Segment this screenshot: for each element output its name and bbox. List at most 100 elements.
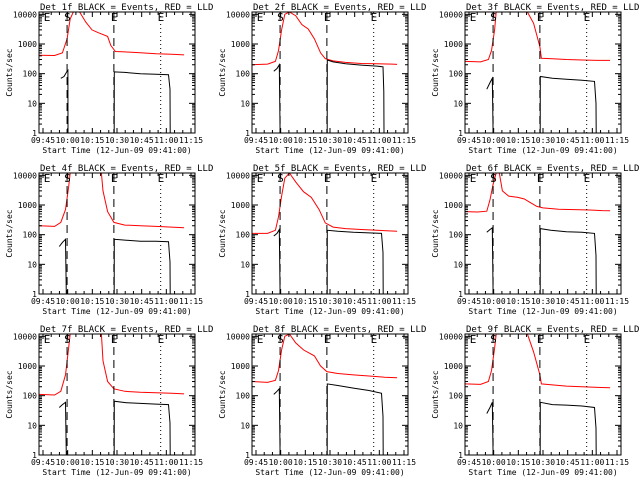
x-tick-label: 11:00	[367, 297, 391, 306]
series-events-line	[58, 238, 171, 294]
x-tick-label: 10:45	[343, 297, 367, 306]
chart-panel-6: 1 10 100 1000 10000 09:45 10:00 10:15 10:30 10:45…	[431, 164, 639, 316]
chart-panel-9: 1 10 100 1000 10000 09:45 10:00 10:15 10:30 10:45…	[431, 325, 639, 477]
x-tick-label: 11:15	[605, 458, 629, 467]
chart-title: Det 4f BLACK = Events, RED = LLD	[40, 164, 213, 174]
y-axis-label: Counts/sec	[431, 209, 440, 257]
y-axis-label: Counts/sec	[218, 209, 227, 257]
x-tick-label: 10:45	[556, 136, 580, 145]
y-tick-label: 10000	[13, 10, 37, 19]
plot-frame	[464, 333, 622, 456]
event-marker-label: S	[490, 172, 497, 185]
x-tick-label: 10:15	[506, 297, 530, 306]
event-marker-label: E	[257, 172, 264, 185]
event-marker-label: E	[584, 11, 591, 24]
y-tick-label: 100	[449, 70, 464, 79]
x-tick-label: 09:45	[457, 136, 481, 145]
x-tick-label: 09:45	[457, 458, 481, 467]
y-axis-label: Counts/sec	[431, 370, 440, 418]
event-marker-label: E	[371, 11, 378, 24]
x-tick-label: 10:30	[531, 297, 555, 306]
y-tick-label: 100	[236, 392, 251, 401]
x-tick-label: 11:15	[392, 458, 416, 467]
plot-frame	[251, 11, 409, 134]
x-axis-label: Start Time (12-Jun-09 09:41:00)	[468, 146, 617, 155]
chart-panel-5: 1 10 100 1000 10000 09:45 10:00 10:15 10:30 10:45…	[218, 164, 426, 316]
event-marker-label: E	[371, 172, 378, 185]
y-tick-label: 10000	[226, 332, 250, 341]
series-events-line	[58, 400, 171, 455]
event-marker-label: E	[257, 11, 264, 24]
x-tick-label: 10:30	[531, 458, 555, 467]
x-tick-label: 11:15	[605, 136, 629, 145]
chart-title: Det 9f BLACK = Events, RED = LLD	[466, 325, 639, 335]
y-tick-label: 1	[32, 451, 37, 460]
y-tick-label: 10000	[439, 332, 463, 341]
x-tick-label: 09:45	[31, 458, 55, 467]
x-tick-label: 11:15	[392, 136, 416, 145]
x-tick-label: 10:00	[56, 458, 80, 467]
x-axis-label: Start Time (12-Jun-09 09:41:00)	[42, 307, 191, 316]
event-marker-label: E	[470, 333, 477, 346]
x-tick-label: 09:45	[244, 458, 268, 467]
event-marker-label: E	[158, 172, 165, 185]
series-events-line	[486, 401, 597, 455]
x-tick-label: 10:00	[269, 136, 293, 145]
x-axis-label: Start Time (12-Jun-09 09:41:00)	[42, 146, 191, 155]
event-marker-label: E	[158, 333, 165, 346]
y-axis-label: Counts/sec	[5, 48, 14, 96]
y-tick-label: 100	[23, 392, 38, 401]
y-tick-label: 10	[27, 260, 37, 269]
y-tick-label: 1000	[444, 201, 463, 210]
chart-title: Det 1f BLACK = Events, RED = LLD	[40, 3, 213, 13]
event-marker-label: E	[470, 11, 477, 24]
x-tick-label: 10:30	[318, 297, 342, 306]
plot-frame	[38, 333, 196, 456]
series-events-line	[486, 226, 597, 294]
series-events-line	[273, 383, 384, 455]
series-group	[39, 173, 185, 294]
x-tick-label: 11:15	[392, 297, 416, 306]
x-tick-label: 10:45	[343, 136, 367, 145]
series-lld-line	[465, 334, 611, 389]
y-tick-label: 10	[27, 421, 37, 430]
x-tick-label: 10:45	[343, 458, 367, 467]
y-tick-label: 100	[236, 231, 251, 240]
y-tick-label: 1	[245, 290, 250, 299]
chart-panel-4: 1 10 100 1000 10000 09:45 10:00 10:15 10:30 10:45…	[5, 164, 213, 316]
y-tick-label: 1000	[18, 40, 37, 49]
event-marker-label: E	[371, 333, 378, 346]
y-tick-label: 10000	[439, 171, 463, 180]
x-tick-label: 10:15	[80, 458, 104, 467]
x-tick-label: 09:45	[457, 297, 481, 306]
chart-panel-3: 1 10 100 1000 10000 09:45 10:00 10:15 10:30 10:45…	[431, 3, 639, 155]
x-tick-label: 10:15	[506, 136, 530, 145]
y-tick-label: 10000	[13, 332, 37, 341]
series-group	[39, 334, 185, 455]
event-marker-label: E	[324, 333, 331, 346]
x-tick-label: 10:30	[105, 297, 129, 306]
event-marker-label: E	[537, 11, 544, 24]
event-marker-label: S	[490, 11, 497, 24]
y-tick-label: 1000	[18, 362, 37, 371]
event-marker-label: E	[537, 172, 544, 185]
x-tick-label: 10:30	[531, 136, 555, 145]
event-marker-label: E	[111, 11, 118, 24]
x-axis-label: Start Time (12-Jun-09 09:41:00)	[255, 146, 404, 155]
chart-panel-7: 1 10 100 1000 10000 09:45 10:00 10:15 10:30 10:45…	[5, 325, 213, 477]
event-marker-label: E	[324, 11, 331, 24]
x-axis-label: Start Time (12-Jun-09 09:41:00)	[255, 468, 404, 477]
y-tick-label: 100	[23, 70, 38, 79]
plot-frame	[251, 172, 409, 295]
event-marker-label: E	[584, 333, 591, 346]
series-group	[252, 12, 398, 133]
y-tick-label: 1	[245, 451, 250, 460]
x-tick-label: 09:45	[31, 136, 55, 145]
x-tick-label: 11:00	[580, 297, 604, 306]
series-lld-line	[39, 334, 185, 396]
series-lld-line	[39, 173, 185, 229]
series-group	[252, 173, 398, 294]
y-tick-label: 1000	[18, 201, 37, 210]
y-tick-label: 1000	[231, 362, 250, 371]
